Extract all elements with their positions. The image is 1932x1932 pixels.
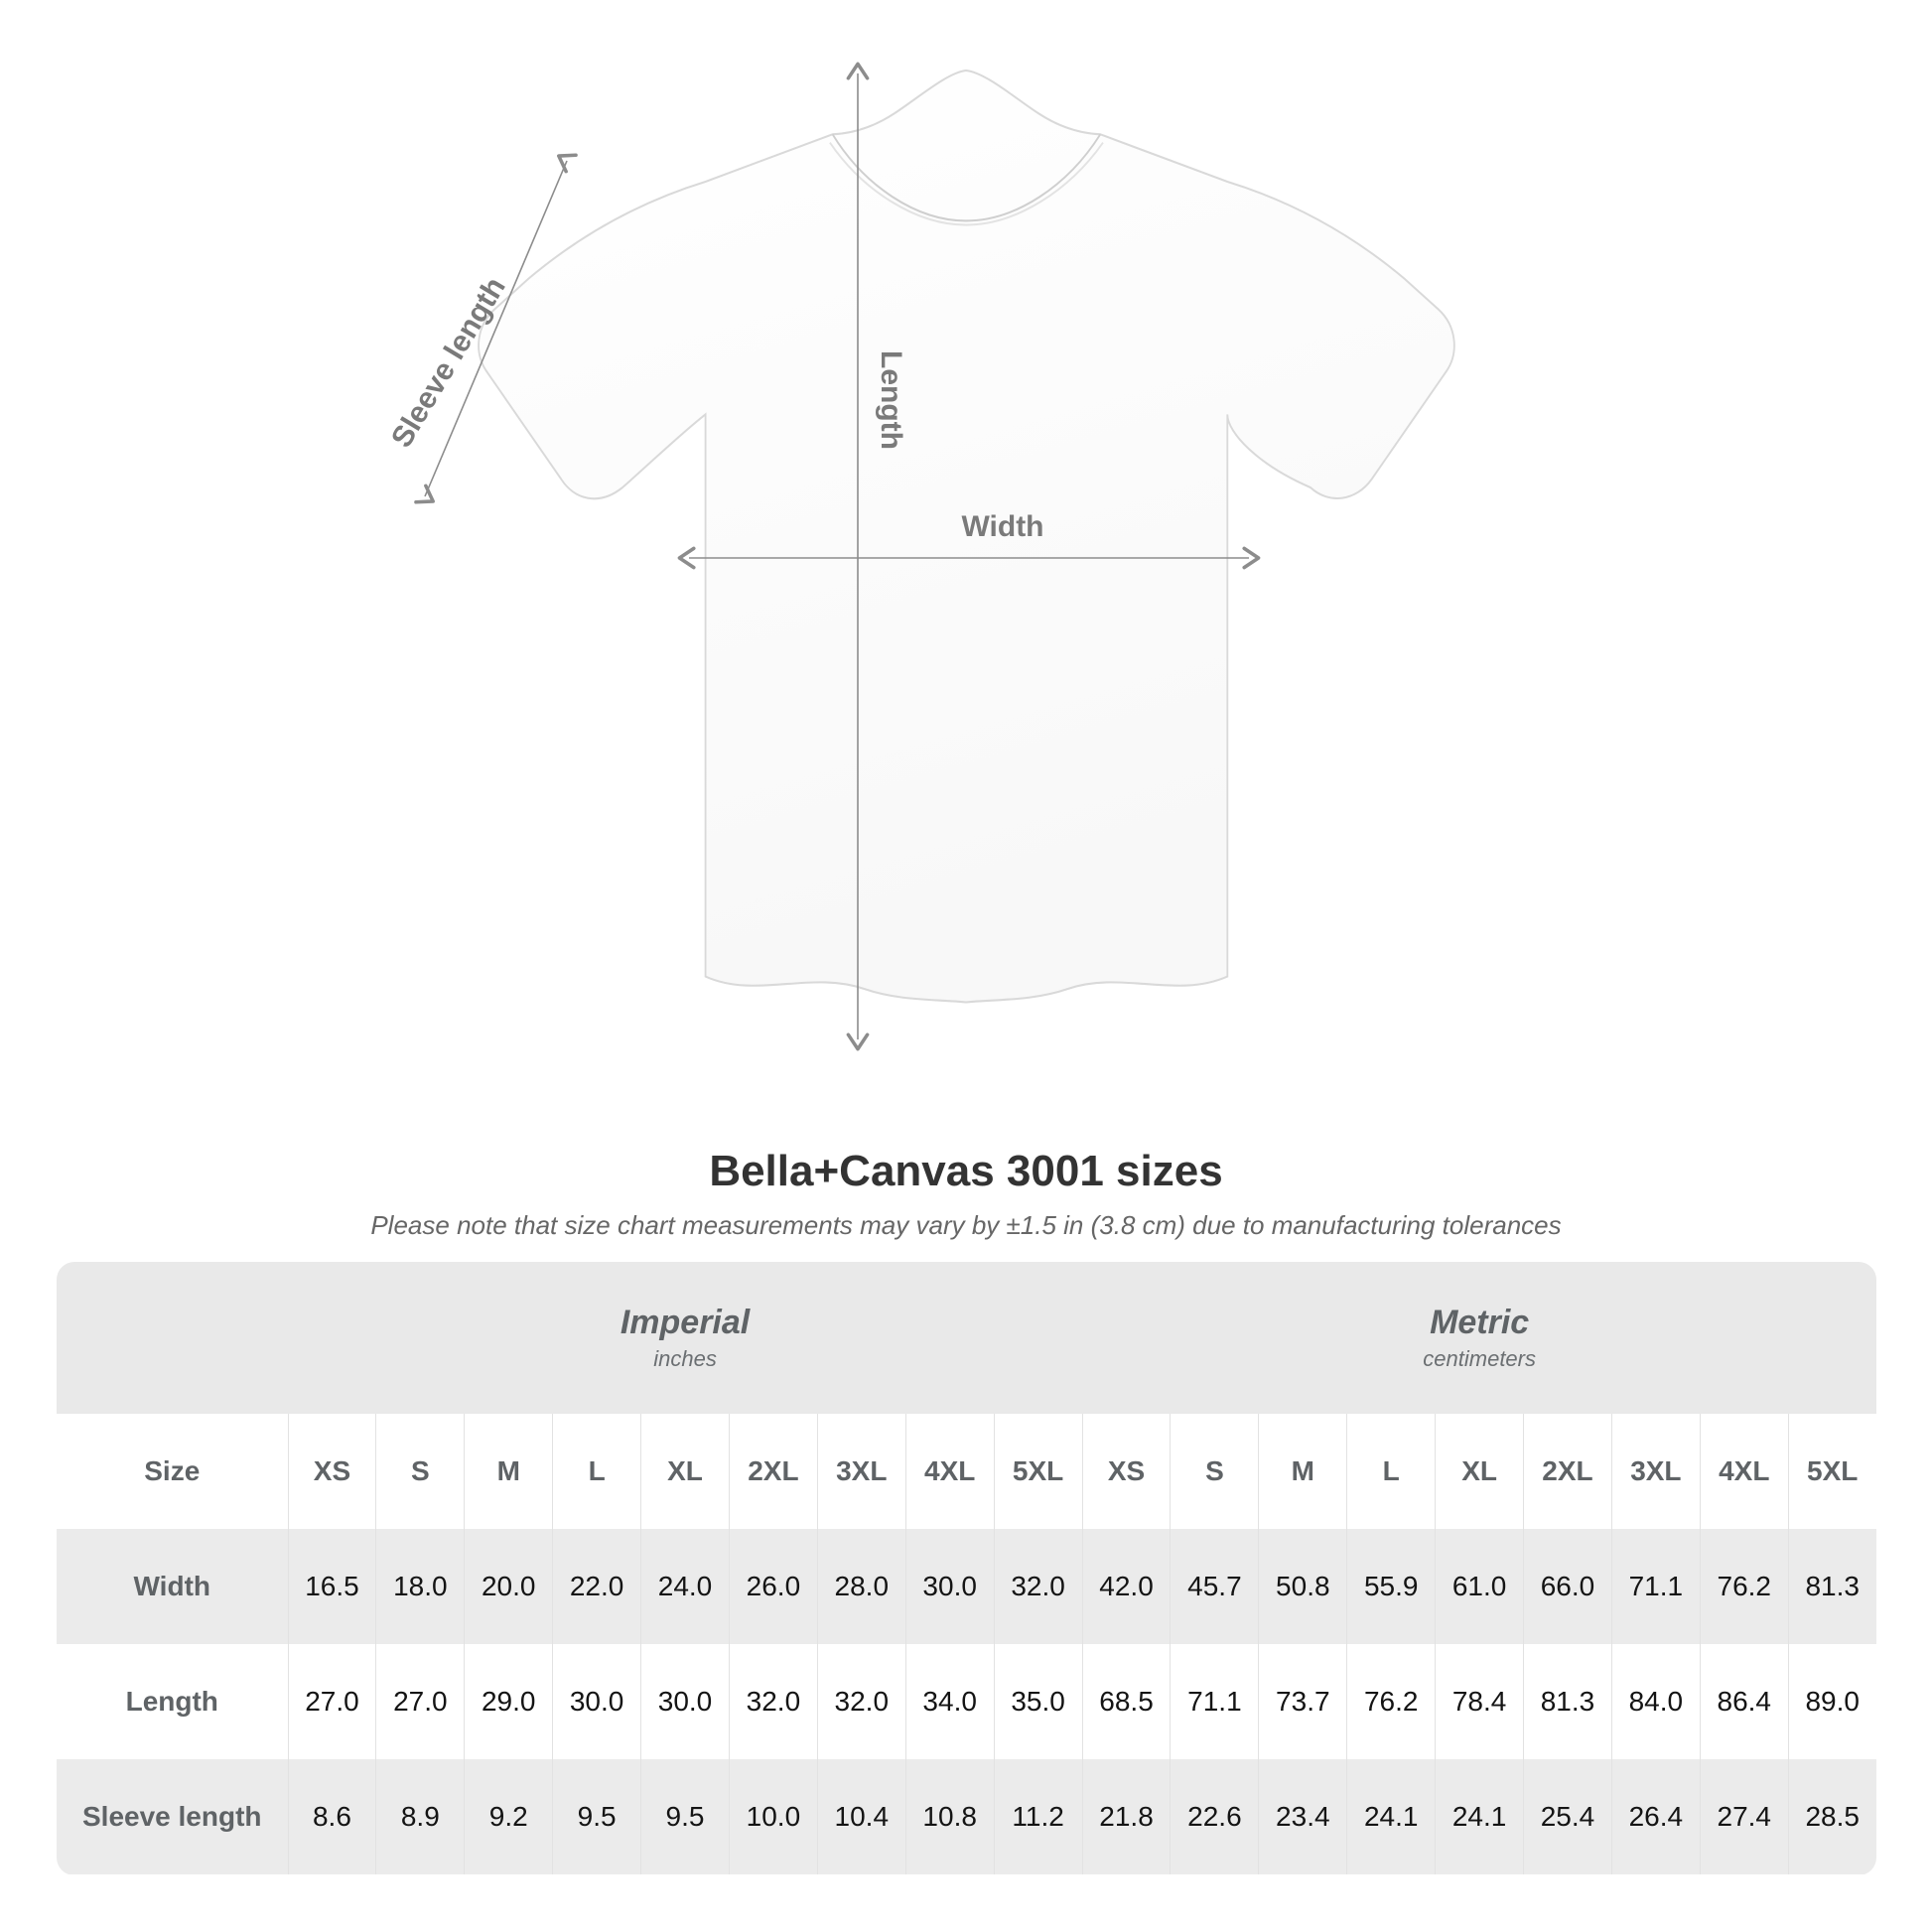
svg-text:Length: Length <box>875 350 907 450</box>
svg-text:Width: Width <box>961 510 1043 543</box>
